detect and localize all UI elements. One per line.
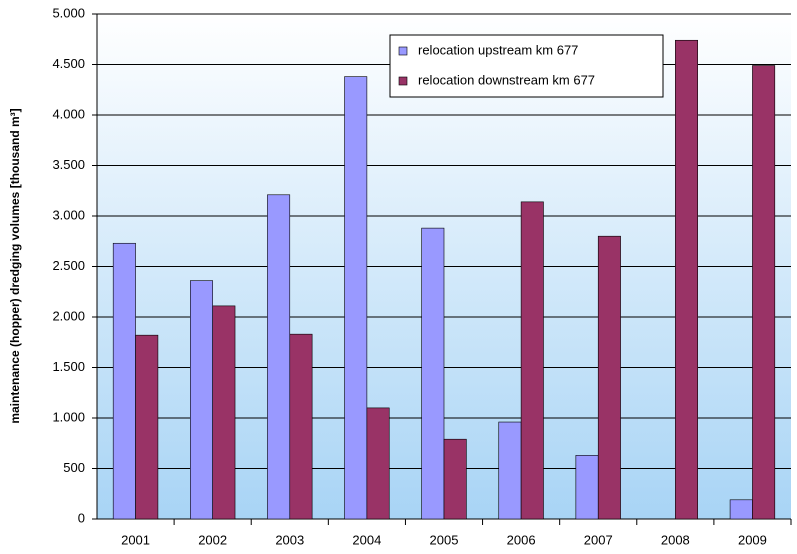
y-tick-label: 4.500 xyxy=(52,56,85,71)
bar xyxy=(729,499,753,520)
bar xyxy=(597,235,621,520)
y-tick-label: 4.000 xyxy=(52,106,85,121)
x-tick-label: 2006 xyxy=(507,532,536,547)
y-tick-label: 3.500 xyxy=(52,157,85,172)
bar xyxy=(344,76,368,520)
bar xyxy=(443,438,467,520)
y-tick-label: 1.000 xyxy=(52,409,85,424)
x-tick-label: 2008 xyxy=(661,532,690,547)
legend-swatch xyxy=(398,46,408,56)
y-tick-label: 3.000 xyxy=(52,207,85,222)
bar xyxy=(366,407,390,520)
x-tick-label: 2007 xyxy=(584,532,613,547)
x-tick-label: 2001 xyxy=(121,532,150,547)
legend-label: relocation upstream km 677 xyxy=(418,42,578,57)
bar xyxy=(575,455,599,520)
bar xyxy=(289,333,313,520)
bar xyxy=(498,421,522,520)
x-tick-label: 2002 xyxy=(198,532,227,547)
legend: relocation upstream km 677 relocation dow… xyxy=(389,34,664,98)
bar xyxy=(267,194,291,520)
y-tick-label: 500 xyxy=(63,460,85,475)
y-tick-label: 0 xyxy=(78,510,85,525)
x-tick-label: 2004 xyxy=(352,532,381,547)
x-tick-label: 2005 xyxy=(430,532,459,547)
bar xyxy=(190,280,213,520)
bar xyxy=(675,39,698,520)
x-tick-label: 2009 xyxy=(738,532,767,547)
y-tick-label: 2.000 xyxy=(52,308,85,323)
bar xyxy=(752,65,776,520)
bar xyxy=(421,227,445,520)
y-tick-label: 5.000 xyxy=(52,5,85,20)
bar xyxy=(212,305,236,520)
y-tick-label: 2.500 xyxy=(52,258,85,273)
y-tick-label: 1.500 xyxy=(52,359,85,374)
legend-swatch xyxy=(398,76,408,86)
x-tick-label: 2003 xyxy=(275,532,304,547)
bar xyxy=(135,334,159,520)
legend-box xyxy=(389,34,664,98)
y-axis-label: maintenance (hopper) dredging volumes [t… xyxy=(8,108,22,423)
legend-label: relocation downstream km 677 xyxy=(418,72,595,87)
bar xyxy=(112,242,136,520)
bar xyxy=(520,201,544,520)
